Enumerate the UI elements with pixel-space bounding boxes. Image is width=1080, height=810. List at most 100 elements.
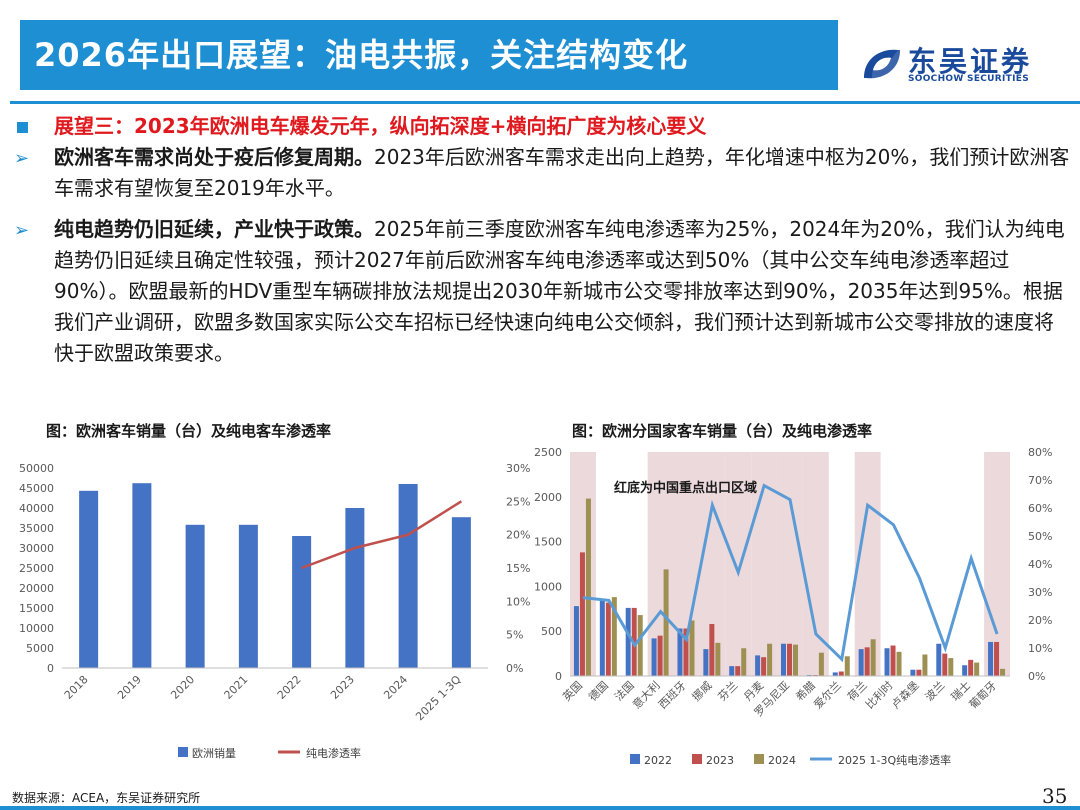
outlook-headline-text: 展望三：2023年欧洲电车爆发元年，纵向拓深度+横向拓广度为核心要义 xyxy=(54,114,707,138)
y2-tick-label: 25% xyxy=(506,495,530,508)
y-tick-label: 20000 xyxy=(19,582,54,595)
bar-2023 xyxy=(657,635,663,676)
y2-tick-label: 40% xyxy=(1028,558,1052,571)
bar-2023 xyxy=(864,647,870,676)
bar-欧洲销量 xyxy=(79,490,99,668)
bar-欧洲销量 xyxy=(345,508,365,668)
legend-label: 2025 1-3Q纯电渗透率 xyxy=(838,753,951,767)
chart-country-sales: 0 500 1000 1500 2000 2500 0% 10% 20% 30% 40% 50% 60%… xyxy=(534,446,1052,767)
bullet-demand-body: 2023年后欧洲客车需求走出向上趋势，年化增速中枢为20%，我们预计欧洲客车需求… xyxy=(54,145,1070,200)
bar-2022 xyxy=(781,643,786,676)
category-label: 葡萄牙 xyxy=(967,679,1000,712)
y2-tick-label: 80% xyxy=(1028,446,1052,459)
bar-2023 xyxy=(709,624,715,676)
bar-2023 xyxy=(916,669,922,676)
bar-2024 xyxy=(715,642,721,676)
bar-2023 xyxy=(683,628,689,676)
category-label: 2021 xyxy=(222,673,251,702)
bar-2024 xyxy=(1000,668,1006,676)
bar-2022 xyxy=(936,643,942,676)
bullet-electrification-body: 2025年前三季度欧洲客车纯电渗透率为25%，2024年为20%，我们认为纯电趋… xyxy=(54,217,1065,365)
bar-2024 xyxy=(844,656,850,676)
bar-2022 xyxy=(910,669,916,676)
bar-2022 xyxy=(962,665,968,676)
bar-2024 xyxy=(922,654,928,676)
header-divider xyxy=(10,101,1080,104)
y2-tick-label: 20% xyxy=(506,529,530,542)
legend-swatch-2022 xyxy=(630,754,640,764)
bar-欧洲销量 xyxy=(292,536,312,668)
y-tick-label: 50000 xyxy=(19,462,54,475)
category-label: 2019 xyxy=(115,673,144,702)
y-tick-label: 35000 xyxy=(19,522,54,535)
bar-2022 xyxy=(729,666,735,676)
category-label: 卢森堡 xyxy=(888,678,921,711)
bar-2024 xyxy=(767,643,773,676)
outlook-headline: 展望三：2023年欧洲电车爆发元年，纵向拓深度+横向拓广度为核心要义 xyxy=(14,111,1070,142)
footer-divider xyxy=(0,806,1080,810)
bar-2023 xyxy=(942,653,948,676)
soochow-logo: 东吴证券 SOOCHOW SECURITIES xyxy=(860,42,1060,90)
bar-2024 xyxy=(689,620,695,676)
category-label: 英国 xyxy=(560,678,585,703)
bar-2024 xyxy=(663,569,669,676)
y2-tick-label: 0% xyxy=(1028,670,1045,683)
bar-2024 xyxy=(793,644,798,676)
bullet-demand: ➢ 欧洲客车需求尚处于疫后修复周期。2023年后欧洲客车需求走出向上趋势，年化增… xyxy=(14,142,1070,204)
bar-2024 xyxy=(585,498,591,676)
legend-label: 欧洲销量 xyxy=(192,746,236,760)
bar-2023 xyxy=(890,645,896,676)
y2-tick-label: 10% xyxy=(506,595,530,608)
bar-2022 xyxy=(755,655,761,676)
bar-欧洲销量 xyxy=(398,484,418,668)
y-tick-label: 0 xyxy=(47,662,54,675)
bar-2024 xyxy=(896,651,902,676)
category-label: 2025 1-3Q xyxy=(413,673,464,724)
bar-2024 xyxy=(870,639,876,676)
highlight-band xyxy=(725,452,752,676)
bar-欧洲销量 xyxy=(132,483,152,668)
category-label: 德国 xyxy=(585,678,610,703)
y2-tick-label: 5% xyxy=(506,629,523,642)
y-tick-label: 1000 xyxy=(534,580,562,593)
chart-europe-sales: 0 5000 10000 15000 20000 25000 30000 35000 40000… xyxy=(19,462,530,760)
y-tick-label: 25000 xyxy=(19,562,54,575)
bar-欧洲销量 xyxy=(238,524,258,668)
y-tick-label: 30000 xyxy=(19,542,54,555)
category-label: 比利时 xyxy=(863,679,896,712)
chart-annotation: 红底为中国重点出口区域 xyxy=(614,480,757,496)
category-label: 2020 xyxy=(168,673,197,702)
y2-tick-label: 60% xyxy=(1028,502,1052,515)
page-number: 35 xyxy=(1042,784,1068,808)
y-tick-label: 45000 xyxy=(19,482,54,495)
bar-2022 xyxy=(832,672,838,676)
logo-name-cn: 东吴证券 xyxy=(908,45,1033,78)
bar-2024 xyxy=(611,597,617,676)
y-tick-label: 2000 xyxy=(534,491,562,504)
page-title: 2026年出口展望：油电共振，关注结构变化 xyxy=(20,20,838,90)
legend-swatch-欧洲销量 xyxy=(178,747,188,757)
bar-2022 xyxy=(651,638,657,676)
category-label: 2022 xyxy=(275,673,304,702)
bar-2022 xyxy=(625,607,631,676)
legend-label: 2022 xyxy=(644,754,672,767)
bar-2022 xyxy=(573,606,579,676)
category-label: 挪威 xyxy=(689,678,714,703)
category-label: 2018 xyxy=(62,673,91,702)
legend-label: 2024 xyxy=(768,754,796,767)
highlight-band xyxy=(777,452,803,676)
category-label: 芬兰 xyxy=(716,679,741,704)
y2-tick-label: 20% xyxy=(1028,614,1052,627)
bar-2022 xyxy=(599,599,605,676)
data-source: 数据来源：ACEA，东吴证券研究所 xyxy=(12,791,201,805)
bullet-demand-lead: 欧洲客车需求尚处于疫后修复周期。 xyxy=(54,145,374,169)
arrow-bullet-icon: ➢ xyxy=(14,148,30,169)
line-2025 1-3Q纯电渗透率 xyxy=(582,483,999,663)
legend-swatch-2024 xyxy=(754,754,764,764)
bar-2023 xyxy=(968,659,974,676)
bar-2023 xyxy=(735,666,741,676)
category-label: 意大利 xyxy=(629,678,662,711)
bar-2022 xyxy=(858,649,864,676)
bar-2023 xyxy=(838,671,844,676)
y2-tick-label: 0% xyxy=(506,662,523,675)
